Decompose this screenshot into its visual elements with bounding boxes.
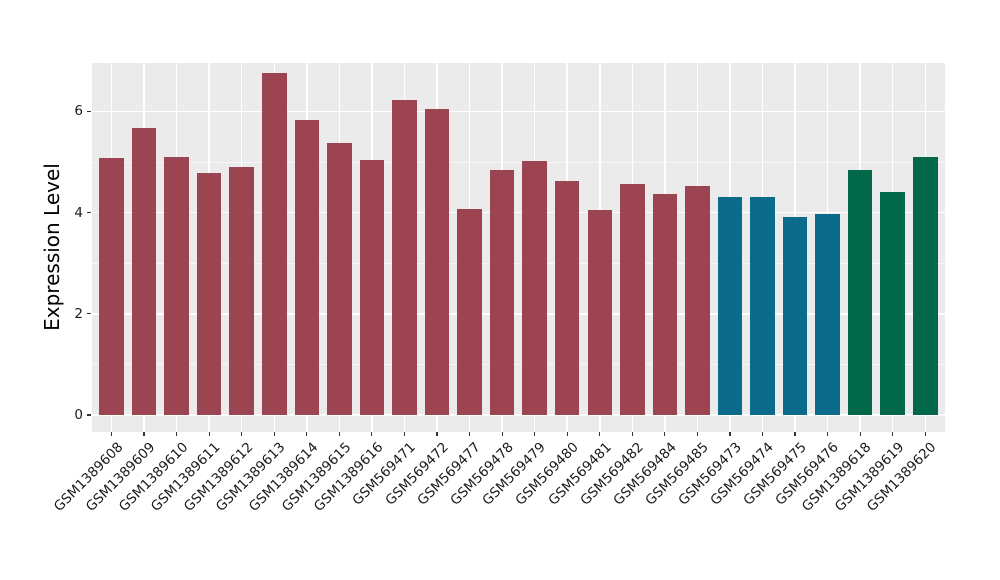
- x-axis-tick: [208, 432, 210, 436]
- minor-gridline: [92, 161, 945, 163]
- x-axis-tick: [468, 432, 471, 436]
- minor-gridline: [92, 262, 945, 264]
- bar: [880, 192, 905, 415]
- x-axis-tick: [371, 432, 373, 436]
- bar: [294, 120, 320, 415]
- bar: [131, 128, 157, 415]
- bar: [489, 170, 515, 415]
- x-axis-tick: [176, 432, 178, 436]
- bar: [359, 159, 385, 415]
- bar: [457, 209, 482, 415]
- x-axis-tick: [729, 432, 731, 436]
- bar: [750, 197, 775, 415]
- y-axis-tick: [87, 414, 91, 416]
- bar: [652, 194, 678, 415]
- x-axis-tick: [599, 432, 601, 436]
- x-axis-tick: [306, 432, 308, 436]
- bar: [554, 181, 580, 415]
- x-axis-tick: [241, 432, 243, 436]
- x-axis-tick: [892, 432, 894, 436]
- bar: [913, 157, 938, 415]
- x-axis-tick: [501, 432, 503, 436]
- major-gridline: [92, 211, 945, 214]
- bar: [327, 142, 352, 415]
- bar: [717, 197, 743, 415]
- y-axis-tick: [87, 212, 91, 214]
- bar: [815, 214, 840, 415]
- x-axis-tick: [273, 432, 275, 436]
- bar: [392, 100, 417, 415]
- minor-gridline: [92, 363, 945, 365]
- bar: [620, 184, 645, 415]
- x-axis-tick: [761, 432, 764, 436]
- bar: [262, 72, 287, 415]
- x-axis-tick: [534, 432, 536, 436]
- x-axis-tick: [110, 432, 113, 436]
- plot-panel: [92, 63, 945, 432]
- bar: [522, 160, 547, 415]
- y-tick-label: 0: [74, 407, 83, 423]
- bar: [99, 158, 124, 415]
- x-axis-tick: [664, 432, 666, 436]
- bar: [587, 210, 612, 415]
- x-axis-tick: [859, 432, 861, 436]
- x-axis-tick: [696, 432, 698, 436]
- x-axis-tick: [566, 432, 568, 436]
- bar: [196, 173, 222, 415]
- x-axis-tick: [436, 432, 438, 436]
- y-tick-label: 4: [74, 204, 83, 221]
- bar: [164, 157, 189, 415]
- major-gridline: [92, 313, 945, 315]
- x-axis-tick: [827, 432, 829, 436]
- bar: [229, 166, 254, 415]
- x-axis-tick: [794, 432, 796, 436]
- x-axis-tick: [338, 432, 340, 436]
- major-gridline: [92, 110, 945, 113]
- x-axis-tick: [403, 432, 406, 436]
- bar: [847, 170, 873, 415]
- x-axis-tick: [924, 432, 926, 436]
- y-axis-tick: [87, 110, 91, 112]
- bar: [424, 108, 450, 415]
- x-axis-tick: [631, 432, 633, 436]
- bar: [782, 217, 808, 415]
- major-gridline: [92, 414, 945, 416]
- y-axis-tick: [87, 313, 91, 315]
- x-axis-tick: [143, 432, 145, 436]
- y-tick-label: 6: [74, 103, 83, 120]
- y-tick-label: 2: [74, 305, 83, 322]
- bar: [685, 185, 710, 415]
